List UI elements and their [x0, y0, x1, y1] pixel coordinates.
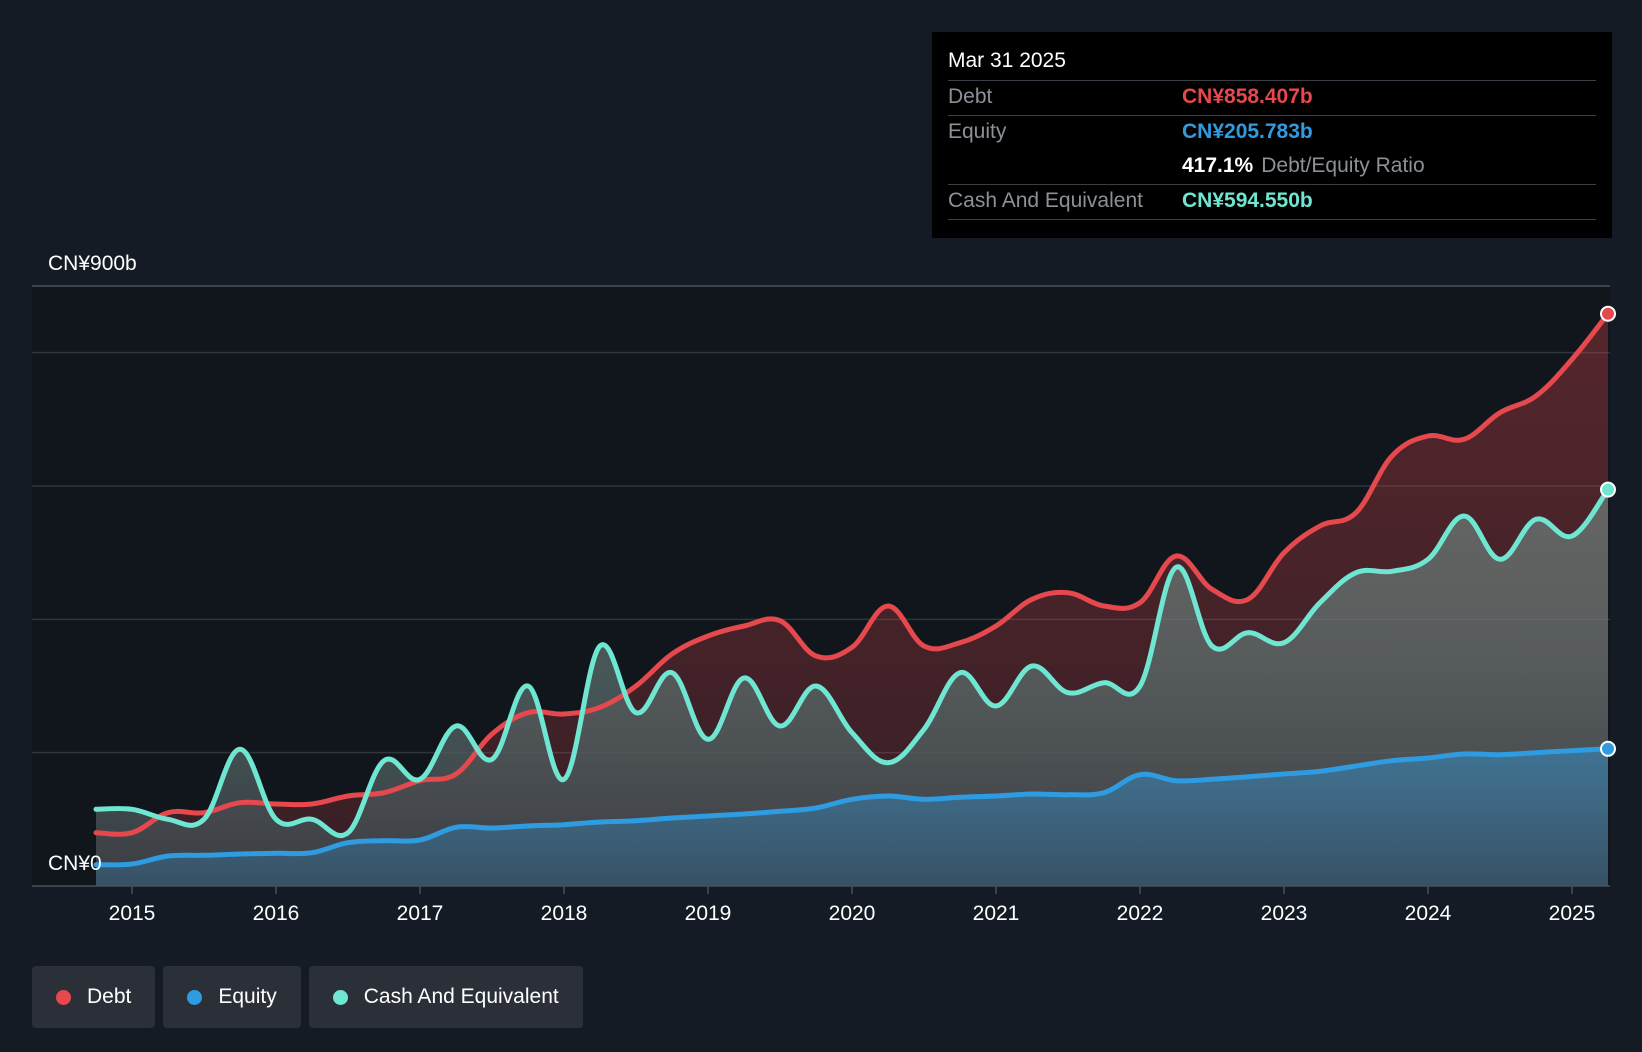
- legend-cash-label: Cash And Equivalent: [363, 985, 559, 1008]
- x-tick-label-2023: 2023: [1261, 902, 1308, 925]
- debt-end-marker: [1600, 305, 1616, 322]
- y-axis-max-label: CN¥900b: [48, 252, 137, 275]
- tooltip-cash-label: Cash And Equivalent: [948, 189, 1143, 212]
- x-tick-label-2019: 2019: [685, 902, 732, 925]
- debt-series-line: [93, 311, 1611, 837]
- tooltip-ratio-value: 417.1%: [1182, 154, 1254, 177]
- legend-item-debt[interactable]: Debt: [32, 966, 156, 1028]
- end-markers: [1600, 305, 1616, 757]
- tooltip-debt-value: CN¥858.407b: [1182, 85, 1313, 108]
- equity-area: [96, 748, 1608, 886]
- x-tick-label-2025: 2025: [1549, 902, 1596, 925]
- equity-series-line: [93, 746, 1611, 868]
- x-tick-label-2020: 2020: [829, 902, 876, 925]
- debt-dot-icon: [56, 989, 71, 1005]
- cash-dot-icon: [332, 989, 348, 1005]
- tooltip-ratio-row: 417.1% Debt/Equity Ratio: [948, 150, 1596, 185]
- legend-item-cash[interactable]: Cash And Equivalent: [308, 966, 583, 1028]
- data-tooltip: Mar 31 2025 Debt CN¥858.407b Equity CN¥2…: [932, 32, 1612, 238]
- x-axis-ticks: 2015 2016 2017 2018 2019 2020 2021 2022 2023 2024…: [109, 886, 1596, 925]
- tooltip-date: Mar 31 2025: [948, 46, 1596, 81]
- tooltip-ratio-label: Debt/Equity Ratio: [1261, 154, 1425, 177]
- legend-equity-label: Equity: [218, 985, 277, 1008]
- tooltip-equity-row: Equity CN¥205.783b: [948, 116, 1596, 150]
- equity-end-marker: [1600, 740, 1616, 757]
- equity-dot-icon: [187, 989, 203, 1005]
- tooltip-cash-row: Cash And Equivalent CN¥594.550b: [948, 185, 1596, 220]
- x-tick-label-2015: 2015: [109, 902, 156, 925]
- legend-item-equity[interactable]: Equity: [163, 966, 301, 1028]
- y-axis-min-label: CN¥0: [48, 852, 102, 875]
- legend-debt-label: Debt: [87, 985, 132, 1008]
- tooltip-cash-value: CN¥594.550b: [1182, 189, 1313, 212]
- tooltip-equity-label: Equity: [948, 120, 1007, 143]
- x-tick-label-2018: 2018: [541, 902, 588, 925]
- tooltip-debt-row: Debt CN¥858.407b: [948, 81, 1596, 116]
- x-tick-label-2017: 2017: [397, 902, 444, 925]
- x-tick-label-2022: 2022: [1117, 902, 1164, 925]
- chart-legend: Debt Equity Cash And Equivalent: [32, 966, 583, 1028]
- cash-series-line: [93, 487, 1611, 838]
- cash-end-marker: [1600, 481, 1616, 498]
- x-tick-label-2024: 2024: [1405, 902, 1452, 925]
- tooltip-debt-label: Debt: [948, 85, 993, 108]
- x-tick-label-2021: 2021: [973, 902, 1020, 925]
- x-tick-label-2016: 2016: [253, 902, 300, 925]
- tooltip-equity-value: CN¥205.783b: [1182, 120, 1313, 143]
